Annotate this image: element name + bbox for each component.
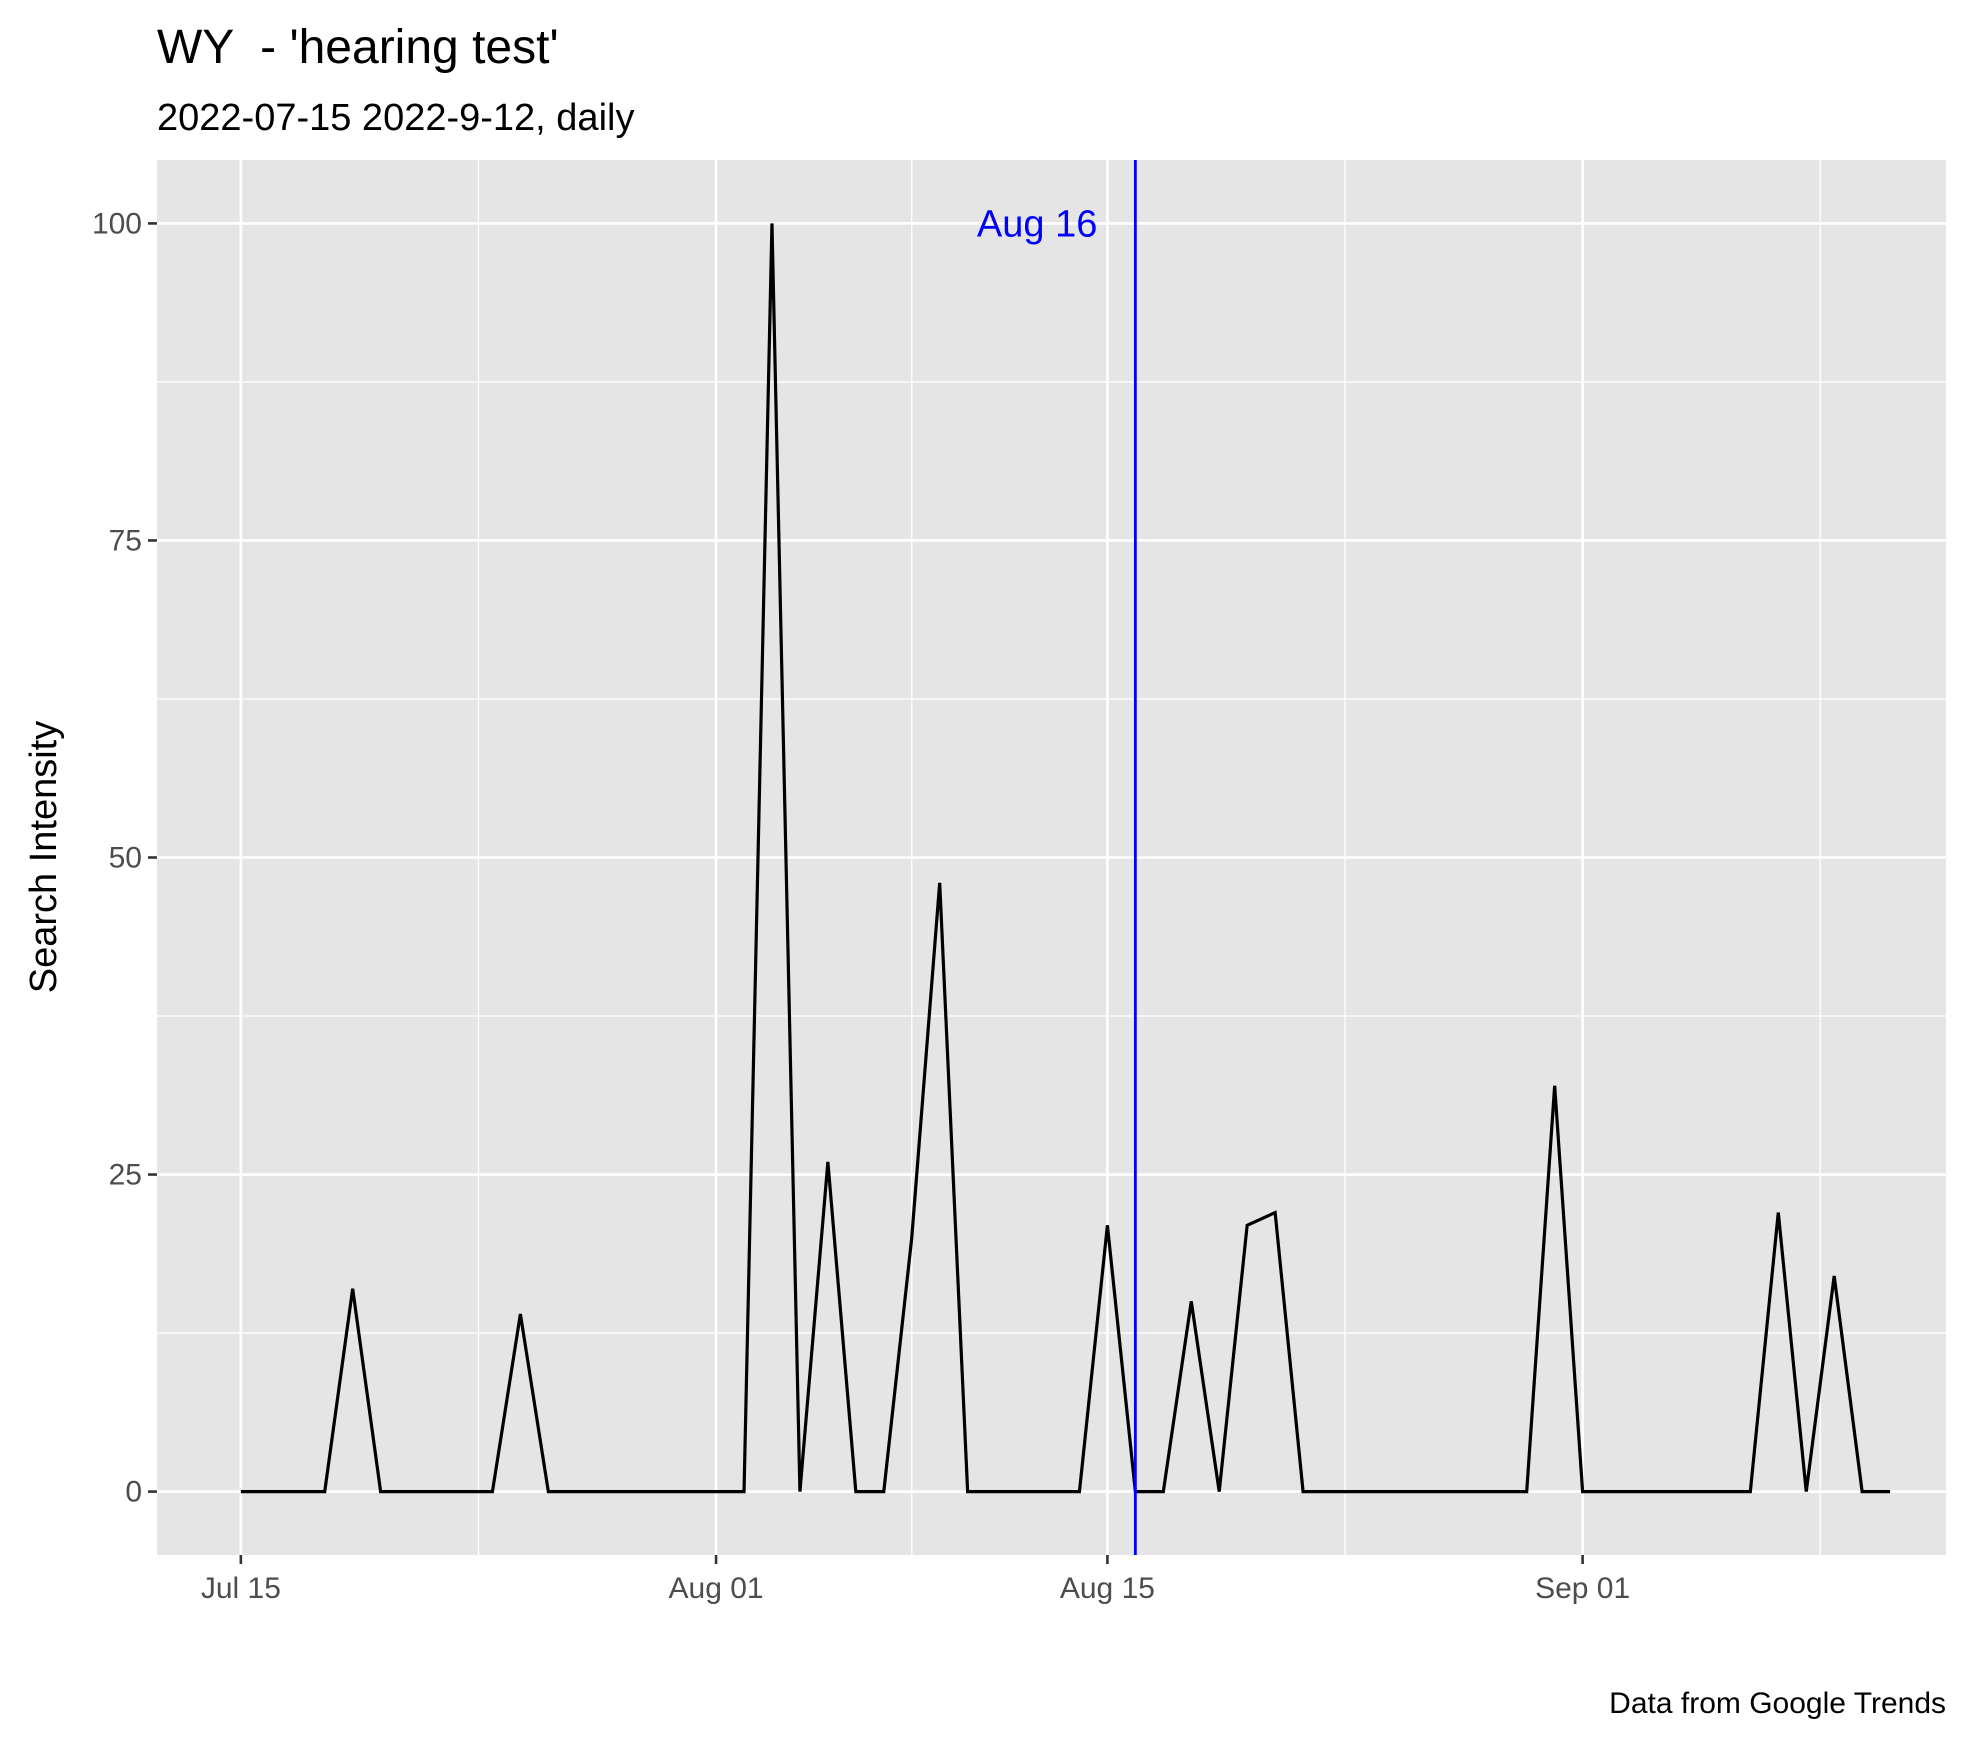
reference-line-label: Aug 16 [977, 203, 1097, 245]
y-tick-label: 25 [109, 1159, 142, 1192]
axis-layer: Jul 15 Aug 01 Aug 15 Sep 01 0 25 50 75 100 [92, 207, 1630, 1605]
x-tick-label: Sep 01 [1535, 1572, 1630, 1605]
x-tick-label: Aug 01 [669, 1572, 764, 1605]
major-gridlines [157, 160, 1946, 1555]
y-tick-label: 75 [109, 524, 142, 557]
chart-subtitle: 2022-07-15 2022-9-12, daily [157, 97, 634, 139]
series-layer [240, 223, 1891, 1494]
y-tick-label: 0 [125, 1476, 142, 1509]
y-tick-label: 50 [109, 842, 142, 875]
y-axis-title: Search Intensity [23, 721, 65, 993]
x-tick-label: Aug 15 [1060, 1572, 1155, 1605]
chart-title: WY - 'hearing test' [157, 21, 559, 74]
reference-line-layer: Aug 16 [977, 160, 1137, 1555]
series-line [240, 223, 1891, 1494]
chart-caption: Data from Google Trends [1609, 1687, 1946, 1720]
y-tick-label: 100 [92, 207, 142, 240]
x-tick-label: Jul 15 [201, 1572, 281, 1605]
